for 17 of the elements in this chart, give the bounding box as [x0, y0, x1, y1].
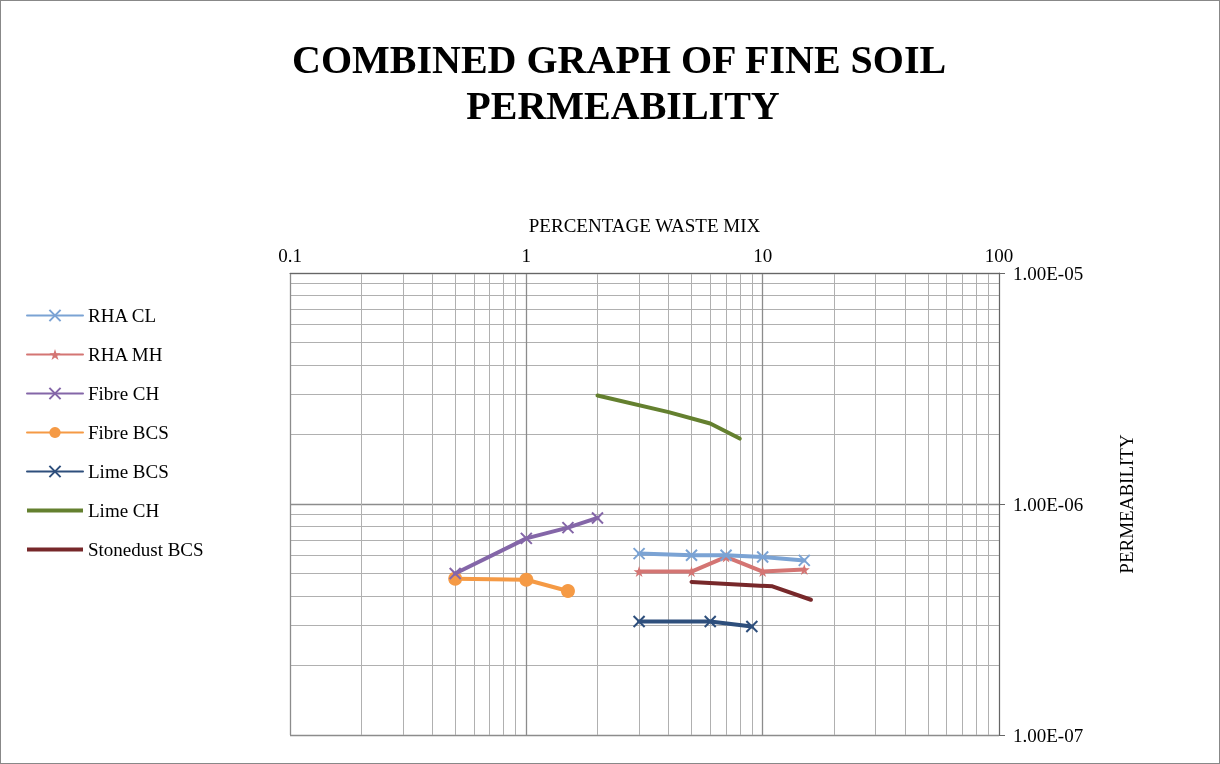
y-axis-title: PERMEABILITY: [1116, 434, 1137, 574]
legend-label: Fibre CH: [88, 383, 160, 404]
x-tick-label: 0.1: [278, 245, 302, 266]
y-tick-label: 1.00E-07: [1013, 724, 1084, 746]
y-tick-label: 1.00E-06: [1013, 493, 1084, 515]
legend-label: Stonedust BCS: [88, 539, 204, 560]
x-tick-label: 1: [521, 245, 532, 266]
legend-label: Fibre BCS: [88, 422, 169, 443]
legend-label: Lime BCS: [88, 461, 169, 482]
legend-label: RHA MH: [88, 344, 163, 365]
legend-label: Lime CH: [88, 500, 160, 521]
x-tick-label: 100: [984, 245, 1014, 266]
chart-title: COMBINED GRAPH OF FINE SOIL PERMEABILITY: [292, 36, 954, 128]
legend-label: RHA CL: [88, 305, 157, 326]
x-axis-title: PERCENTAGE WASTE MIX: [528, 215, 761, 236]
x-tick-label: 10: [753, 245, 773, 266]
y-tick-label: 1.00E-05: [1013, 262, 1084, 284]
